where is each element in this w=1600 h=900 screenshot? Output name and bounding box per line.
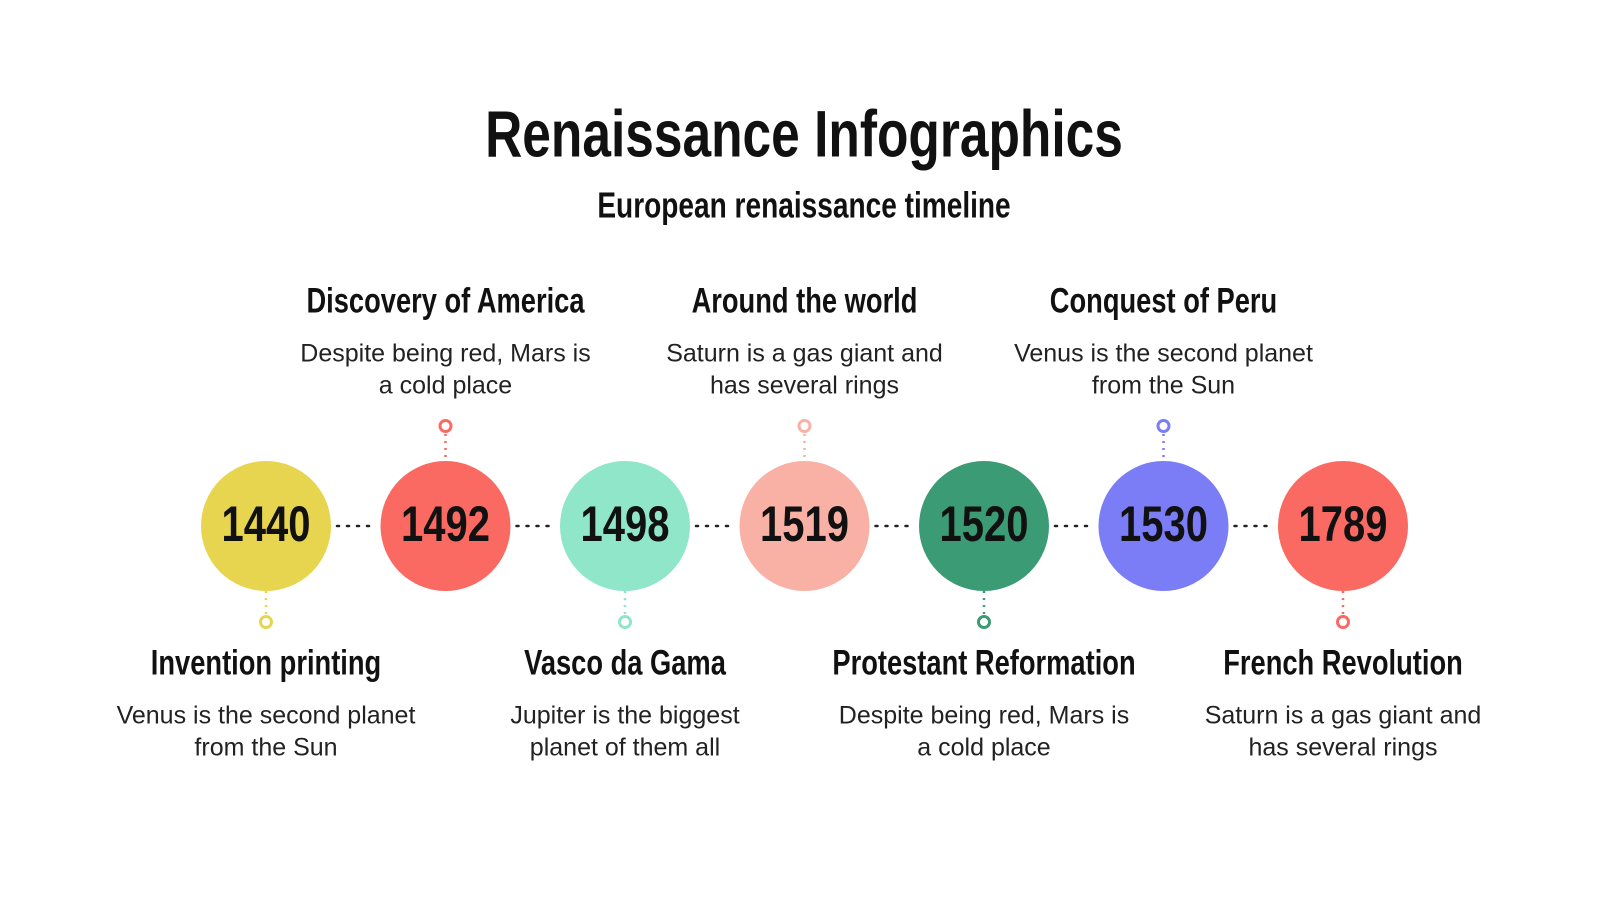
event-description: a cold place <box>917 734 1050 762</box>
event-description: Venus is the second planet <box>117 702 416 730</box>
year-circle <box>201 461 331 591</box>
event-description: Saturn is a gas giant and <box>1205 702 1482 730</box>
event-description: has several rings <box>710 372 899 400</box>
event-description: has several rings <box>1249 734 1438 762</box>
event-description: Saturn is a gas giant and <box>666 340 943 368</box>
event-description: Jupiter is the biggest <box>510 702 739 730</box>
event-description: Venus is the second planet <box>1014 340 1313 368</box>
event-description: Despite being red, Mars is <box>300 340 590 368</box>
year: 1789 <box>1299 496 1388 552</box>
year-circle <box>1278 461 1408 591</box>
event-title: Discovery of America <box>306 281 585 320</box>
stem-ring <box>438 419 453 433</box>
year: 1530 <box>1119 496 1208 552</box>
stem-ring <box>1156 419 1171 433</box>
event-description: Despite being red, Mars is <box>839 702 1129 730</box>
year: 1440 <box>222 496 311 552</box>
event-description: planet of them all <box>530 734 720 762</box>
event-description: a cold place <box>379 372 512 400</box>
stem-ring <box>797 419 812 433</box>
event-description: from the Sun <box>194 734 337 762</box>
event-title: Conquest of Peru <box>1050 281 1277 320</box>
slide-title: Renaissance Infographics <box>485 96 1123 171</box>
stem-ring <box>259 615 273 629</box>
year: 1519 <box>760 496 849 552</box>
stem-ring <box>1336 615 1350 629</box>
year-circle <box>560 461 690 591</box>
event-title: Around the world <box>692 281 918 320</box>
year: 1492 <box>401 496 490 552</box>
event-title: Protestant Reformation <box>832 643 1135 682</box>
year: 1498 <box>581 496 670 552</box>
year-circle <box>739 461 870 591</box>
stem-ring <box>618 615 632 629</box>
event-description: from the Sun <box>1092 372 1235 400</box>
year-circle <box>380 461 511 591</box>
event-title: Invention printing <box>151 643 381 682</box>
event-title: Vasco da Gama <box>524 643 726 682</box>
slide-subtitle: European renaissance timeline <box>597 185 1010 225</box>
year-circle <box>1098 461 1229 591</box>
stem-ring <box>977 615 991 629</box>
event-title: French Revolution <box>1223 643 1463 682</box>
year-circle <box>919 461 1049 591</box>
year: 1520 <box>940 496 1029 552</box>
